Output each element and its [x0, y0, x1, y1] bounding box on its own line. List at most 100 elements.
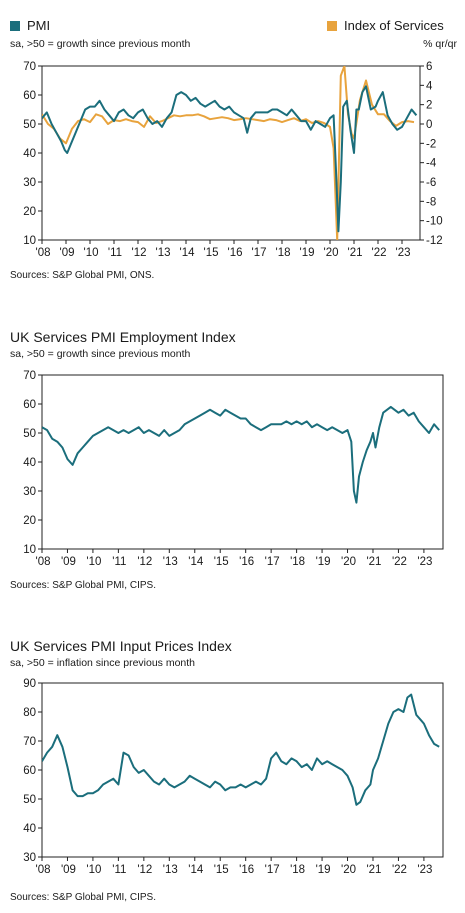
legend-services: Index of Services [327, 18, 444, 33]
chart1-ytick-label: 30 [23, 177, 36, 189]
chart3-xtick-label: '13 [163, 864, 178, 876]
chart2-series-employment-index [42, 405, 440, 504]
legend-pmi-label: PMI [27, 18, 51, 33]
chart1-ytick-label: 10 [23, 235, 36, 247]
chart1-y2tick-label: 2 [426, 100, 432, 112]
chart2-ytick-label: 60 [23, 399, 36, 411]
chart1-xtick-label: '23 [396, 247, 411, 259]
chart2-ytick-label: 20 [23, 515, 36, 527]
chart3-series-input-prices-index [42, 693, 440, 806]
chart3-plot-frame [41, 682, 444, 858]
chart-panel-2: UK Services PMI Employment Index sa, >50… [10, 329, 444, 591]
chart1-xtick-label: '11 [108, 247, 122, 259]
chart1-xtick-label: '22 [372, 247, 387, 259]
chart3-ytick-label: 50 [23, 794, 36, 806]
chart3-xtick-label: '22 [392, 864, 407, 876]
legend-services-label: Index of Services [344, 18, 444, 33]
chart3-ytick-label: 90 [23, 678, 36, 690]
chart3-xtick-label: '16 [239, 864, 254, 876]
chart3-xtick-label: '20 [341, 864, 356, 876]
chart1-xtick-label: '08 [36, 247, 51, 259]
chart1-y2tick-label: -8 [426, 196, 436, 208]
chart3-xtick-label: '11 [112, 864, 126, 876]
chart1-ytick-label: 50 [23, 119, 36, 131]
legend-pmi-swatch [10, 20, 20, 31]
chart2-svg: 10 20 30 40 50 60 70 '08 '09 '10 '11 '12 '13 '14 '15 '1… [23, 370, 444, 568]
chart3-xtick-label: '10 [86, 864, 101, 876]
chart3-xtick-label: '09 [61, 864, 76, 876]
chart3-xtick-label: '17 [265, 864, 280, 876]
chart2-xtick-label: '11 [112, 556, 126, 568]
chart2-xtick-label: '13 [163, 556, 178, 568]
chart1-svg: 10 20 30 40 50 60 70 -12 -10 -8 -6 -4 -2 0 2 4 6 '08 '09 '1… [23, 61, 443, 259]
chart2-xtick-label: '14 [188, 556, 204, 568]
chart2-ytick-label: 30 [23, 486, 36, 498]
chart1-xtick-label: '18 [276, 247, 291, 259]
chart1-series-pmi [42, 85, 418, 233]
chart1-y2tick-label: -12 [426, 235, 443, 247]
chart1-y2tick-label: -6 [426, 177, 436, 189]
chart1-y2tick-label: -10 [426, 216, 443, 228]
chart2-xtick-label: '22 [392, 556, 407, 568]
chart2-xtick-label: '18 [290, 556, 305, 568]
chart3-ytick-label: 70 [23, 736, 36, 748]
chart1-xtick-label: '19 [300, 247, 315, 259]
chart2-xtick-label: '17 [265, 556, 280, 568]
chart3-source: Sources: S&P Global PMI, CIPS. [10, 892, 156, 903]
chart1-y2tick-label: 0 [426, 119, 432, 131]
chart2-xtick-label: '21 [366, 556, 381, 568]
chart3-ytick-label: 30 [23, 852, 36, 864]
chart1-ytick-label: 40 [23, 148, 36, 160]
chart2-title: UK Services PMI Employment Index [10, 329, 236, 345]
chart2-xtick-label: '12 [137, 556, 152, 568]
chart3-xtick-label: '12 [137, 864, 152, 876]
chart2-xtick-label: '08 [36, 556, 51, 568]
chart2-xtick-label: '10 [86, 556, 101, 568]
chart1-xtick-label: '15 [204, 247, 219, 259]
chart1-xtick-label: '17 [252, 247, 267, 259]
chart1-xtick-label: '10 [84, 247, 99, 259]
chart2-source: Sources: S&P Global PMI, CIPS. [10, 580, 156, 591]
chart1-xtick-label: '14 [180, 247, 196, 259]
chart1-right-unit: % qr/qr [423, 38, 457, 50]
chart1-ytick-label: 60 [23, 90, 36, 102]
chart3-ytick-label: 40 [23, 823, 36, 835]
chart2-ytick-label: 70 [23, 370, 36, 382]
chart3-xtick-label: '15 [214, 864, 229, 876]
chart2-subtitle: sa, >50 = growth since previous month [10, 348, 191, 360]
chart1-y2tick-label: 4 [426, 80, 433, 92]
chart1-subtitle: sa, >50 = growth since previous month [10, 38, 191, 50]
chart3-xtick-label: '18 [290, 864, 305, 876]
chart1-y2tick-label: 6 [426, 61, 432, 73]
chart3-xtick-label: '08 [36, 864, 51, 876]
legend-pmi: PMI [10, 18, 50, 33]
chart3-xtick-label: '21 [366, 864, 381, 876]
chart1-xtick-label: '13 [156, 247, 171, 259]
chart3-ytick-label: 60 [23, 765, 36, 777]
chart2-xtick-label: '09 [61, 556, 76, 568]
chart1-source: Sources: S&P Global PMI, ONS. [10, 270, 155, 281]
chart2-ytick-label: 40 [23, 457, 36, 469]
chart3-subtitle: sa, >50 = inflation since previous month [10, 657, 196, 669]
chart2-xtick-label: '23 [417, 556, 432, 568]
chart3-ytick-label: 80 [23, 707, 36, 719]
chart1-xtick-label: '21 [348, 247, 363, 259]
chart1-xtick-label: '12 [132, 247, 147, 259]
chart2-xtick-label: '16 [239, 556, 254, 568]
chart1-xtick-label: '09 [60, 247, 75, 259]
chart2-ytick-label: 10 [23, 544, 36, 556]
chart3-xtick-label: '19 [316, 864, 331, 876]
chart-panel-1: PMI Index of Services sa, >50 = growth s… [0, 0, 465, 290]
chart2-xtick-label: '19 [316, 556, 331, 568]
chart2-xtick-label: '15 [214, 556, 229, 568]
chart3-xtick-label: '23 [417, 864, 432, 876]
chart1-xtick-label: '20 [324, 247, 339, 259]
chart1-ytick-label: 20 [23, 206, 36, 218]
chart1-xtick-label: '16 [228, 247, 243, 259]
chart3-xtick-label: '14 [188, 864, 204, 876]
chart1-y2tick-label: -2 [426, 138, 436, 150]
chart1-y2tick-label: -4 [426, 158, 437, 170]
chart2-xtick-label: '20 [341, 556, 356, 568]
